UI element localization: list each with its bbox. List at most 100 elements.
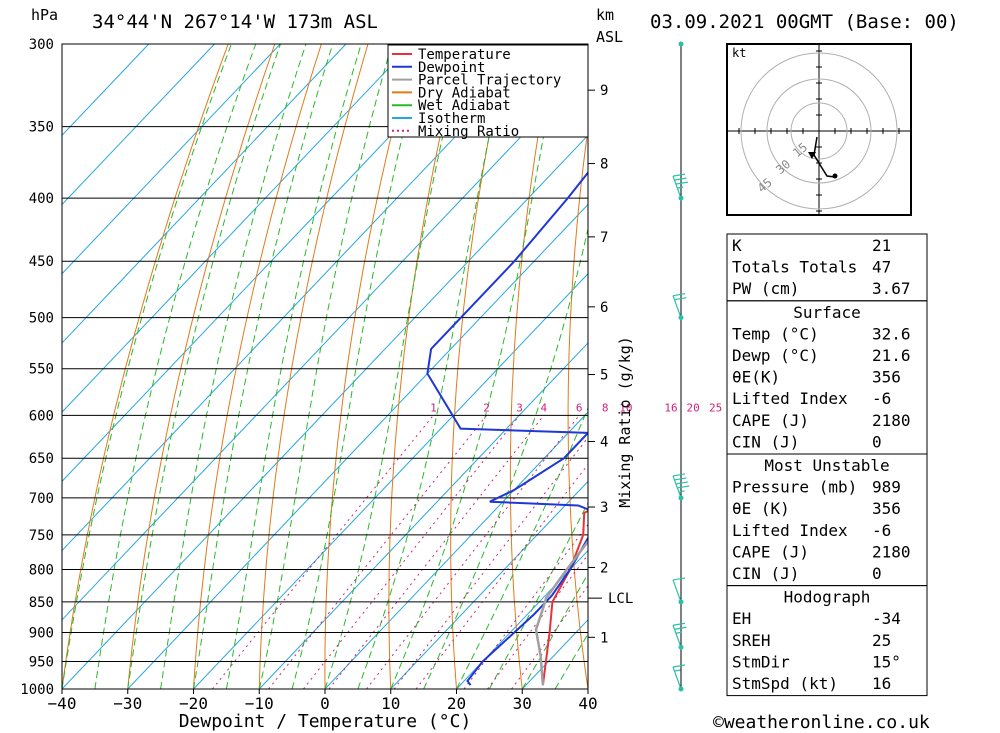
pressure-tick-label: 350: [29, 120, 54, 136]
pressure-tick-label: 750: [29, 528, 54, 544]
hodograph-ring: [766, 78, 872, 184]
mixing-ratio-axis-label: Mixing Ratio (g/kg): [616, 336, 634, 508]
wind-barb: [672, 577, 686, 603]
indices-row-value: 3.67: [872, 279, 911, 298]
pressure-tick-label: 700: [29, 491, 54, 507]
mixing-ratio-tick-label: 1: [430, 401, 437, 414]
legend-entry: Wet Adiabat: [418, 98, 511, 114]
surface-row-value: 32.6: [872, 324, 911, 343]
temperature-tick-label: −10: [245, 694, 274, 713]
background-grid: [62, 44, 1000, 689]
surface-row-label: Dewp (°C): [732, 346, 819, 365]
surface-row-value: 21.6: [872, 346, 911, 365]
mixing-ratio-labels: 1 2 3 4 6 8 10 16 20 25: [430, 401, 722, 414]
wind-barb: [672, 473, 690, 499]
hodograph-stats-row-label: StmDir: [732, 652, 790, 671]
pressure-tick-label: 950: [29, 655, 54, 671]
mixing-ratio-line: [268, 414, 487, 689]
legend-entry: Mixing Ratio: [418, 124, 519, 140]
wet-adiabat-line: [291, 44, 427, 689]
isotherm-line: [127, 203, 588, 689]
mixing-ratio-line: [303, 414, 520, 689]
hodograph-ring: [790, 102, 848, 160]
isotherm-line: [62, 44, 281, 275]
km-tick-label: 3: [600, 500, 608, 516]
hodograph-stats-row-label: SREH: [732, 631, 771, 650]
surface-title: Surface: [793, 303, 860, 322]
wet-adiabat-line: [160, 44, 307, 689]
x-axis-label: Dewpoint / Temperature (°C): [179, 711, 472, 732]
wind-barb: [672, 293, 687, 318]
most-unstable-row-label: θE (K): [732, 499, 790, 518]
pressure-tick-label: 400: [29, 191, 54, 207]
dewpoint-trace: [426, 171, 588, 686]
most-unstable-row-label: Lifted Index: [732, 521, 848, 540]
dry-adiabat-line: [324, 44, 416, 689]
hodograph-stats-row-value: 16: [872, 674, 891, 693]
temperature-tick-label: 30: [513, 694, 532, 713]
hodograph-end-dot: [832, 173, 838, 179]
hodograph-stats-box: [726, 585, 928, 697]
isotherm-line: [62, 44, 215, 206]
surface-row-label: Lifted Index: [732, 389, 848, 408]
mixing-ratio-tick-label: 16: [664, 401, 677, 414]
km-tick-label: 8: [600, 157, 608, 173]
legend-entry: Dry Adiabat: [418, 85, 511, 101]
temperature-tick-label: −30: [113, 694, 142, 713]
wet-adiabat-line: [62, 44, 232, 689]
wind-barb: [672, 173, 688, 199]
indices-row-label: PW (cm): [732, 279, 799, 298]
mixing-ratio-tick-label: 8: [602, 401, 609, 414]
station-title: 34°44'N 267°14'W 173m ASL: [92, 11, 378, 33]
indices-row-label: K: [732, 236, 742, 255]
isotherm-line: [62, 134, 588, 689]
dry-adiabat-line: [927, 44, 1000, 689]
dry-adiabat-line: [388, 44, 462, 689]
pressure-tick-label: 650: [29, 451, 54, 467]
dry-adiabat-line: [62, 44, 229, 689]
surface-row-value: -6: [872, 389, 891, 408]
km-tick-label: 2: [600, 560, 608, 576]
pressure-tick-label: 300: [29, 37, 54, 53]
most-unstable-row-value: -6: [872, 521, 891, 540]
pressure-tick-label: 900: [29, 626, 54, 642]
most-unstable-row-value: 989: [872, 478, 901, 497]
pressure-tick-label: 1000: [20, 682, 54, 698]
wet-adiabat-line: [423, 226, 588, 689]
dry-adiabat-line: [974, 44, 1000, 689]
wet-adiabat-line: [258, 44, 393, 689]
mixing-ratio-tick-label: 10: [619, 401, 632, 414]
hodograph-stats-title: Hodograph: [784, 588, 871, 607]
dry-adiabat-line: [678, 44, 719, 689]
isotherm-line: [62, 44, 544, 552]
wet-adiabat-line: [456, 406, 588, 689]
temperature-tick-label: 10: [381, 694, 400, 713]
isotherm-line: [390, 480, 588, 689]
surface-row-label: Temp (°C): [732, 324, 819, 343]
km-tick-label: 7: [600, 230, 608, 246]
pressure-unit: hPa: [31, 6, 58, 24]
isotherm-line: [193, 273, 588, 689]
most-unstable-row-value: 356: [872, 499, 901, 518]
wet-adiabat-line: [193, 44, 334, 689]
hodograph-stats-row-value: 15°: [872, 652, 901, 671]
indices-row-value: 21: [872, 236, 891, 255]
pressure-tick-label: 800: [29, 562, 54, 578]
wind-barb: [672, 664, 686, 690]
isotherm-line: [62, 44, 347, 344]
km-unit: km: [596, 6, 614, 24]
km-tick-label: 1: [600, 630, 608, 646]
km-tick-label: 4: [600, 434, 608, 450]
mixing-ratio-tick-label: 2: [483, 401, 490, 414]
parcel-trajectory-trace: [534, 539, 588, 686]
isotherm-line: [62, 44, 478, 483]
legend-entry: Temperature: [418, 47, 511, 63]
mixing-ratio-tick-label: 6: [576, 401, 583, 414]
pressure-tick-label: 850: [29, 595, 54, 611]
temperature-tick-label: 40: [578, 694, 597, 713]
storm-motion-marker: [808, 152, 816, 159]
wet-adiabat-line: [127, 44, 281, 689]
hodograph-stats-row-value: -34: [872, 609, 901, 628]
